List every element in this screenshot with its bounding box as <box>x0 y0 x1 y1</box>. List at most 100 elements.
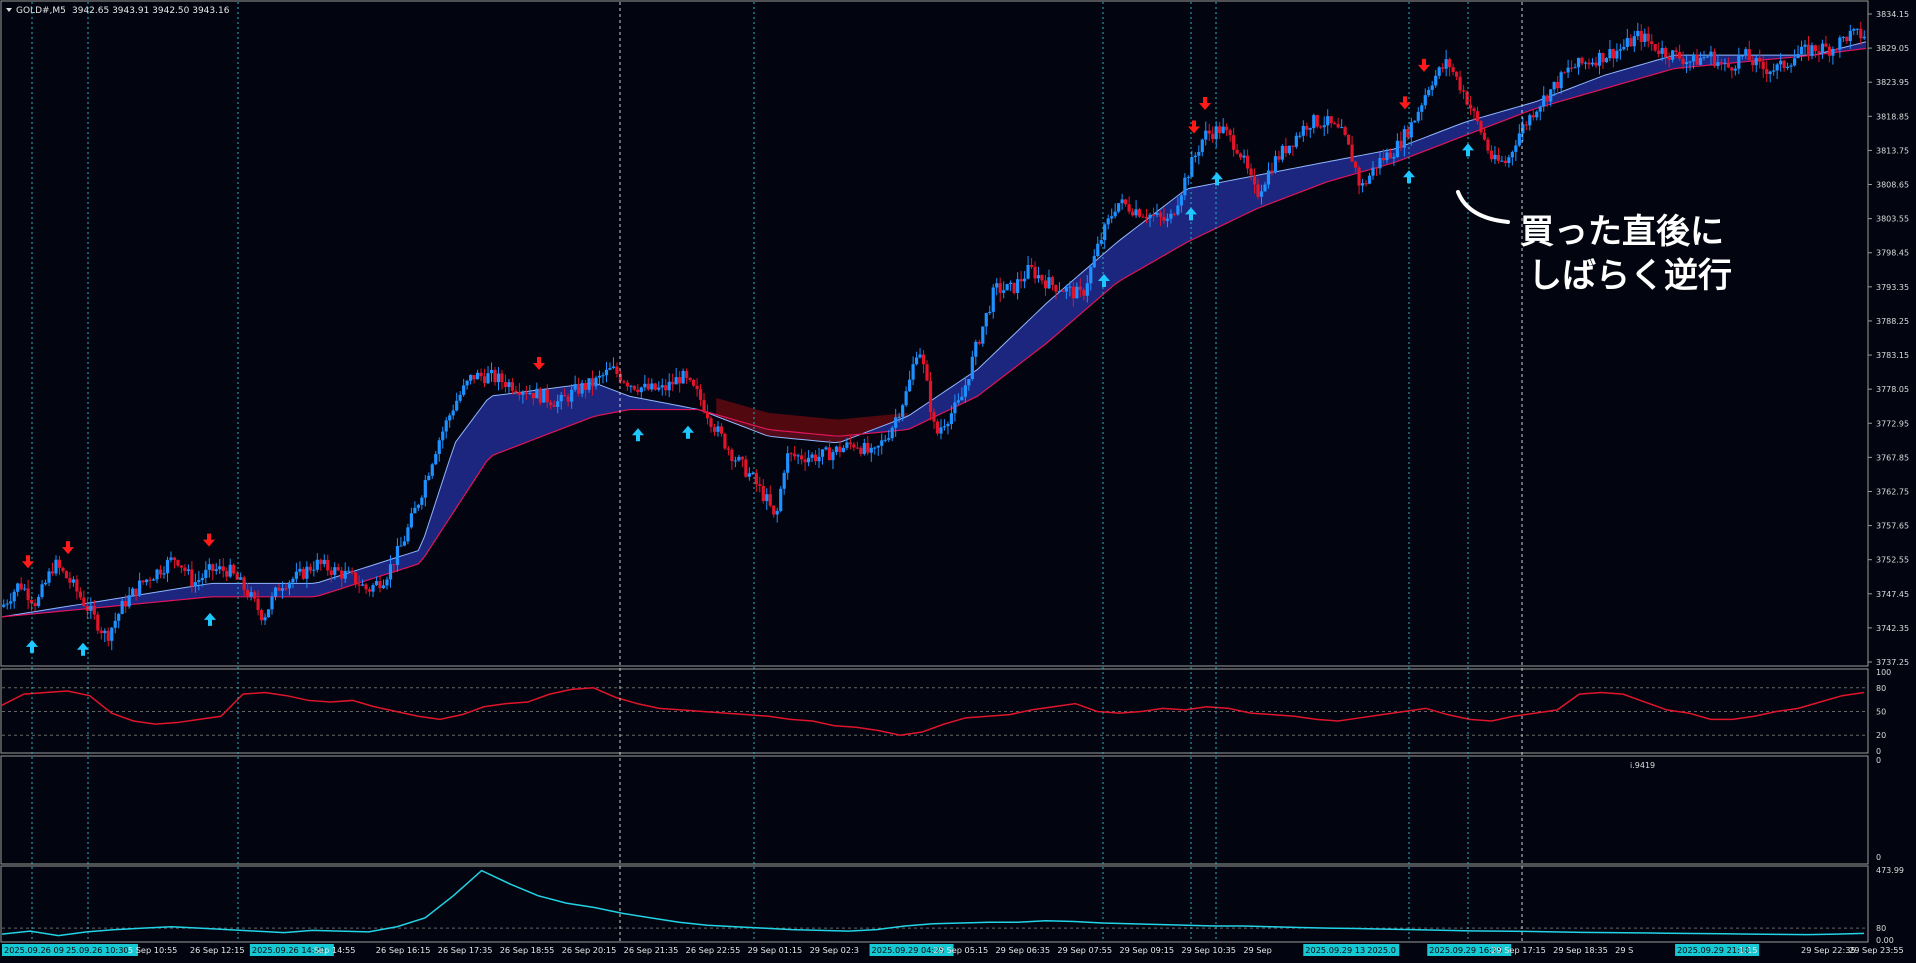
candle-body <box>531 393 535 399</box>
candle-body <box>1576 57 1581 68</box>
candle-body <box>448 415 452 421</box>
candle-body <box>1430 85 1434 90</box>
candle-body <box>1071 286 1075 299</box>
candle-body <box>406 527 410 542</box>
vertical-marker-lines <box>31 2 1523 942</box>
time-tick-label: 29 Sep 01:15 <box>748 945 803 955</box>
candle-body <box>385 579 389 586</box>
time-highlight <box>63 944 138 956</box>
candle-body <box>1409 122 1413 138</box>
candle-body <box>1016 279 1020 293</box>
buy-arrow-icon <box>1211 172 1223 186</box>
candle-body <box>1852 29 1856 31</box>
candle-body <box>423 479 427 498</box>
candle-body <box>671 381 675 385</box>
candle-body <box>1566 67 1570 73</box>
time-tick-label: 29 S <box>1615 945 1633 955</box>
time-tick-label: 29 Sep 09:15 <box>1119 945 1174 955</box>
candle-body <box>611 366 616 369</box>
candle-body <box>1514 145 1518 152</box>
candle-body <box>1838 37 1842 50</box>
candle-body <box>1786 66 1790 68</box>
chevron-down-icon[interactable] <box>6 8 12 12</box>
candle-body <box>57 559 62 568</box>
candle-body <box>667 381 671 391</box>
candle-body <box>685 371 689 378</box>
candle-body <box>336 567 340 571</box>
candle-body <box>1252 175 1257 185</box>
candle-body <box>106 630 110 641</box>
time-highlight <box>1675 944 1760 956</box>
time-tick-label: 29 Sep <box>1243 945 1271 955</box>
price-tick-label: 3834.15 <box>1876 10 1909 19</box>
main-price-plot[interactable] <box>1 21 1867 651</box>
candle-body <box>1716 62 1720 67</box>
subwindow-1-frame <box>0 668 1869 754</box>
buy-arrow-icon <box>1403 170 1415 184</box>
candle-body <box>1406 129 1410 138</box>
candle-body <box>956 400 960 403</box>
candle-body <box>1280 145 1285 160</box>
candle-body <box>1503 160 1507 164</box>
volume-3-plot[interactable]: 473.99 80 0.00 <box>1 866 1904 945</box>
candle-body <box>556 401 560 407</box>
candle-body <box>681 371 685 384</box>
oscillator-1-plot[interactable]: 100 80 50 20 0 <box>1 668 1891 756</box>
candle-body <box>465 380 469 386</box>
candle-body <box>1848 30 1852 42</box>
candle-body <box>970 356 974 380</box>
candle-body <box>1521 124 1525 134</box>
candle-body <box>1374 167 1379 169</box>
sell-arrow-icon <box>1199 96 1211 110</box>
candle-body <box>1542 95 1546 107</box>
indicator-2-plot[interactable]: 00 <box>1876 756 1881 862</box>
time-tick-label: 29 Sep 23:55 <box>1849 945 1904 955</box>
candle-body <box>793 453 797 457</box>
candle-body <box>625 382 629 387</box>
candle-body <box>190 569 194 587</box>
candle-body <box>1744 49 1748 56</box>
candle-body <box>1831 48 1835 56</box>
candle-body <box>1144 216 1149 219</box>
candle-body <box>1176 205 1180 215</box>
time-tick-label: 2025.09.29 16:15 <box>1429 945 1502 955</box>
time-tick-label: 29 Sep 22:35 <box>1801 945 1856 955</box>
candle-body <box>914 357 919 365</box>
candle-body <box>674 377 678 385</box>
candle-body <box>796 455 800 457</box>
candle-body <box>469 375 473 381</box>
time-tick-label: 29 Sep 17:15 <box>1491 945 1546 955</box>
candle-body <box>1413 120 1417 123</box>
candle-body <box>1232 135 1236 150</box>
candle-body <box>371 585 375 592</box>
candle-body <box>1681 58 1685 65</box>
candle-body <box>1441 67 1445 69</box>
candle-body <box>810 454 814 458</box>
candle-body <box>155 569 159 580</box>
time-tick-label: 2025.09.26 14:20 <box>252 945 325 955</box>
candle-body <box>928 380 933 413</box>
candle-body <box>221 566 225 571</box>
candle-body <box>1319 126 1323 128</box>
candle-body <box>514 390 518 393</box>
candle-body <box>78 591 82 598</box>
candle-body <box>1270 170 1274 173</box>
candle-body <box>151 579 156 581</box>
candle-body <box>1005 284 1009 291</box>
candle-body <box>322 559 326 565</box>
candle-body <box>1367 175 1372 184</box>
price-tick-label: 3757.65 <box>1876 522 1909 531</box>
candle-body <box>96 614 100 631</box>
candle-body <box>381 585 386 589</box>
candle-body <box>141 580 145 583</box>
candle-body <box>1162 216 1166 221</box>
candle-body <box>1813 45 1818 52</box>
candle-body <box>545 389 549 403</box>
candle-body <box>1486 139 1490 151</box>
candle-body <box>1618 49 1622 51</box>
candle-body <box>1420 105 1424 112</box>
candle-body <box>451 410 455 416</box>
candle-body <box>350 570 354 573</box>
candle-body <box>1291 145 1295 147</box>
